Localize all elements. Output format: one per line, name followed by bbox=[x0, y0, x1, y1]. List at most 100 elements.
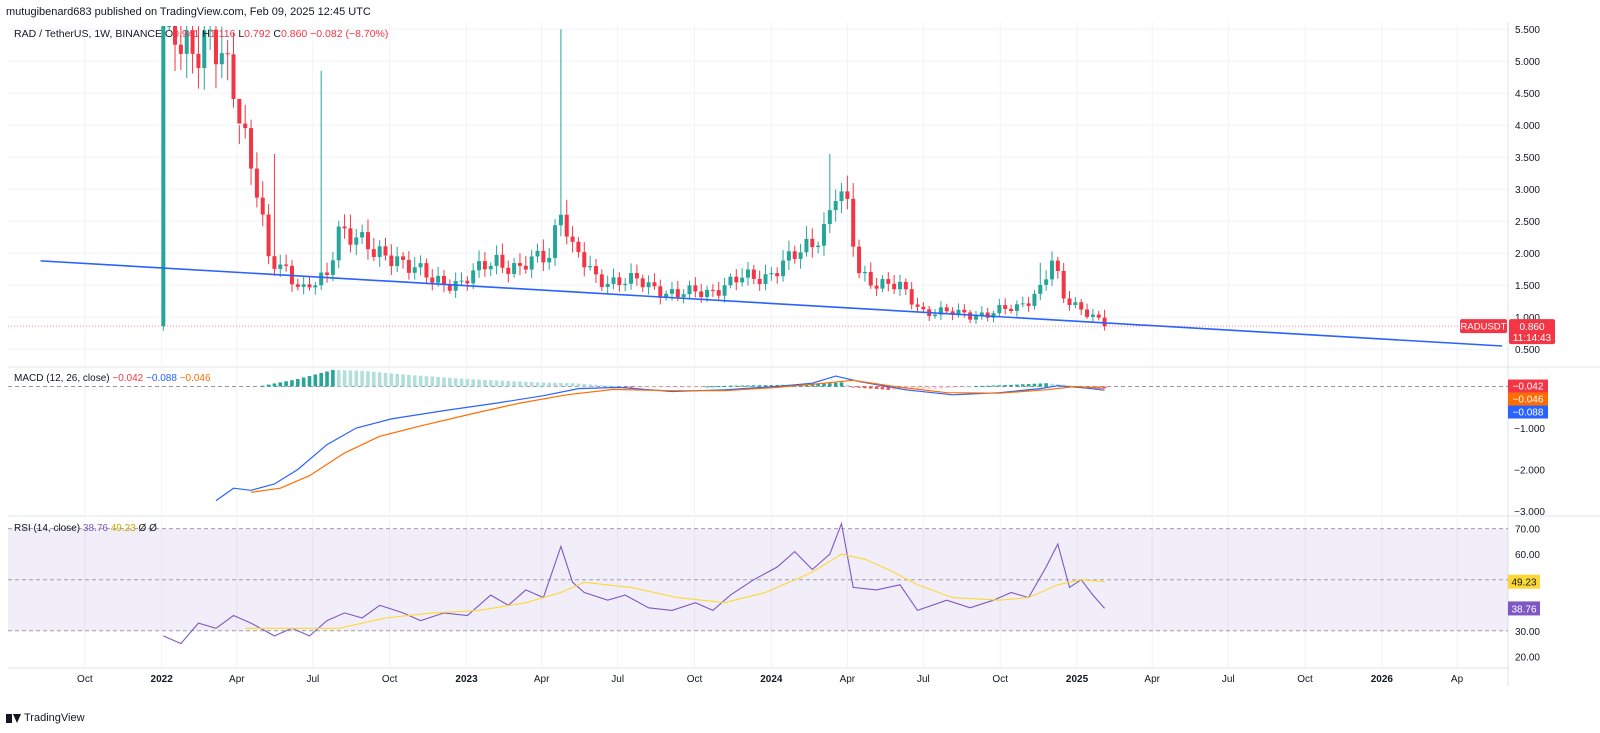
candle-body bbox=[406, 259, 411, 273]
candle-body bbox=[488, 265, 493, 270]
candle-body bbox=[979, 312, 984, 316]
candle-body bbox=[997, 305, 1002, 314]
candle-body bbox=[745, 269, 750, 278]
macd-histogram-bar bbox=[266, 384, 271, 387]
candle-body bbox=[424, 263, 429, 278]
candle-body bbox=[237, 98, 242, 124]
support-trendline bbox=[40, 260, 1503, 347]
candle-body bbox=[716, 290, 721, 296]
tradingview-footer[interactable]: TradingView bbox=[6, 712, 85, 724]
candle-body bbox=[1038, 284, 1043, 294]
macd-histogram-bar bbox=[722, 385, 727, 387]
candle-body bbox=[1096, 314, 1101, 318]
macd-histogram-bar bbox=[418, 375, 423, 387]
candle-body bbox=[354, 237, 359, 245]
macd-histogram-bar bbox=[676, 386, 680, 388]
macd-histogram-bar bbox=[828, 383, 832, 387]
candle-body bbox=[167, 26, 172, 27]
macd-histogram-bar bbox=[301, 377, 306, 387]
macd-histogram-bar bbox=[950, 386, 955, 388]
macd-histogram-bar bbox=[500, 380, 505, 387]
candle-body bbox=[985, 312, 990, 318]
candle-body bbox=[173, 26, 178, 45]
candle-body bbox=[436, 275, 441, 283]
macd-histogram-bar bbox=[389, 373, 394, 387]
macd-histogram-bar bbox=[1009, 384, 1013, 387]
rsi-legend-item: Ø Ø bbox=[139, 523, 158, 534]
macd-histogram-bar bbox=[366, 371, 370, 387]
macd-histogram-bar bbox=[681, 386, 686, 388]
macd-histogram-bar bbox=[775, 384, 780, 387]
macd-histogram-bar bbox=[711, 386, 715, 388]
macd-value-label: −0.046 bbox=[1513, 395, 1544, 406]
tradingview-logo-icon bbox=[6, 713, 21, 723]
grid bbox=[8, 22, 1600, 686]
candle-body bbox=[225, 53, 230, 55]
candle-body bbox=[272, 256, 277, 269]
candle-body bbox=[582, 252, 587, 268]
x-tick-label: Jul bbox=[306, 674, 319, 685]
candle-body bbox=[827, 210, 832, 225]
macd-histogram-bar bbox=[845, 384, 850, 387]
candle-body bbox=[161, 26, 166, 327]
candle-body bbox=[307, 284, 312, 288]
candle-body bbox=[278, 264, 283, 269]
candle-body bbox=[874, 285, 879, 289]
candle-body bbox=[962, 309, 967, 313]
candle-body bbox=[202, 30, 207, 69]
candle-body bbox=[933, 314, 938, 317]
macd-histogram-bar bbox=[594, 384, 598, 387]
candle-body bbox=[652, 282, 657, 287]
price-y-tick: 1.500 bbox=[1515, 281, 1540, 292]
macd-histogram-bar bbox=[453, 378, 458, 387]
macd-histogram-bar bbox=[541, 382, 546, 387]
rsi-series bbox=[8, 521, 1508, 645]
candle-body bbox=[459, 280, 464, 282]
candle-body bbox=[365, 232, 370, 250]
candle-body bbox=[284, 264, 289, 266]
macd-histogram-bar bbox=[1096, 386, 1101, 389]
macd-histogram-bar bbox=[342, 370, 347, 387]
macd-histogram-bar bbox=[284, 381, 288, 387]
price-legend-title: RAD / TetherUS, 1W, BINANCE bbox=[14, 28, 165, 40]
candle-body bbox=[319, 272, 324, 286]
candle-body bbox=[213, 29, 218, 65]
candle-body bbox=[1102, 317, 1107, 327]
macd-histogram-bar bbox=[1038, 383, 1043, 387]
candle-body bbox=[839, 191, 844, 202]
macd-value-label: −0.088 bbox=[1513, 408, 1544, 419]
candle-body bbox=[1009, 308, 1014, 312]
macd-histogram-bar bbox=[933, 386, 937, 390]
candle-body bbox=[921, 306, 926, 310]
candle-body bbox=[640, 278, 645, 288]
macd-histogram-bar bbox=[325, 371, 329, 387]
x-tick-label: Oct bbox=[1297, 674, 1313, 685]
candle-body bbox=[196, 53, 201, 69]
candle-body bbox=[669, 289, 674, 294]
macd-histogram-bar bbox=[658, 386, 663, 388]
macd-histogram-bar bbox=[629, 386, 633, 388]
publisher-line: mutugibenard683 published on TradingView… bbox=[6, 6, 371, 18]
macd-legend-item: MACD (12, 26, close) bbox=[14, 373, 112, 384]
macd-histogram-bar bbox=[331, 369, 335, 387]
candle-body bbox=[915, 304, 920, 307]
candle-body bbox=[547, 257, 552, 263]
price-y-tick: 5.000 bbox=[1515, 57, 1540, 68]
candle-body bbox=[956, 309, 961, 315]
candle-body bbox=[249, 128, 254, 169]
last-price-badge bbox=[1509, 319, 1555, 345]
macd-histogram-bar bbox=[1003, 385, 1008, 387]
macd-histogram-bar bbox=[564, 383, 569, 387]
last-price-label: 0.860 bbox=[1519, 322, 1544, 333]
candle-body bbox=[1020, 303, 1025, 305]
rsi-value-badge bbox=[1508, 574, 1540, 589]
macd-y-tick: −2.000 bbox=[1514, 466, 1545, 477]
x-tick-label: 2024 bbox=[760, 674, 783, 685]
candle-body bbox=[1044, 279, 1049, 285]
candle-body bbox=[623, 283, 628, 286]
macd-histogram-bar bbox=[1020, 384, 1025, 387]
rsi-legend-item: 38.76 bbox=[83, 523, 111, 534]
candle-body bbox=[664, 293, 669, 298]
x-tick-label: 2023 bbox=[455, 674, 478, 685]
